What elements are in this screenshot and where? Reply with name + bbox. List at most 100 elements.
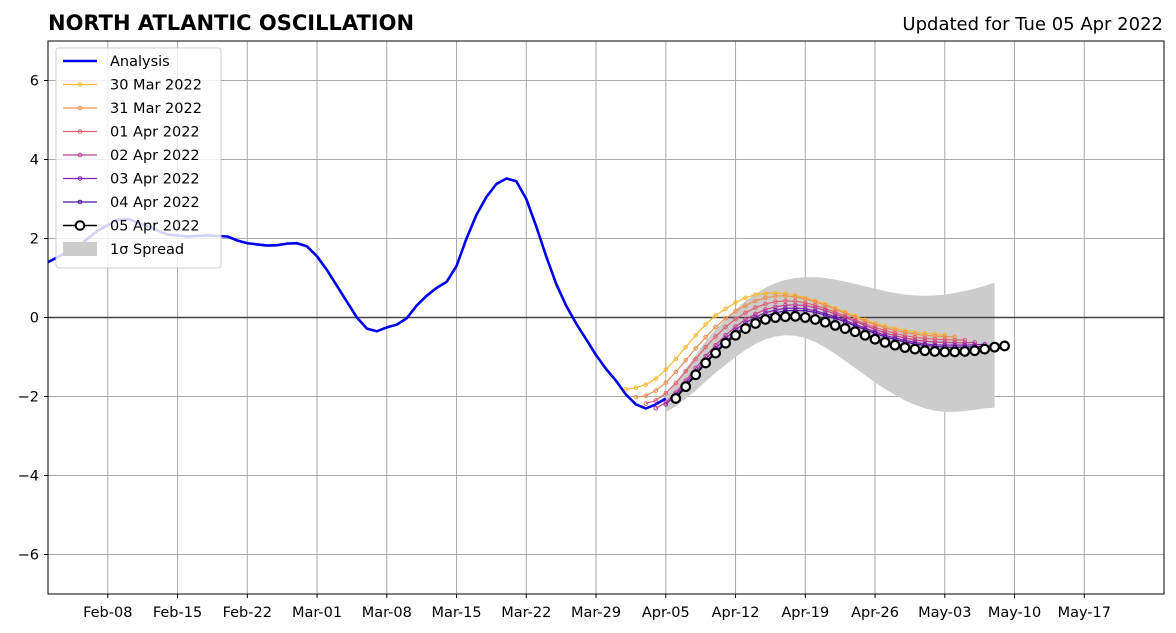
latest-forecast-point	[929, 346, 941, 357]
forecast-point	[912, 334, 918, 340]
latest-forecast-point	[939, 346, 951, 358]
latest-forecast-point	[989, 341, 1001, 353]
latest-forecast-point	[809, 314, 821, 325]
forecast-point	[932, 336, 938, 342]
forecast-point	[653, 398, 659, 403]
forecast-point	[832, 306, 838, 312]
latest-forecast-point	[769, 312, 781, 323]
legend-label: Analysis	[110, 54, 170, 70]
latest-forecast-point	[859, 329, 871, 341]
y-tick-label: −2	[18, 390, 39, 406]
x-tick-label: Mar-15	[431, 605, 481, 621]
latest-forecast-point	[730, 329, 741, 341]
latest-forecast-point	[829, 320, 841, 331]
forecast-point	[703, 344, 708, 350]
forecast-point	[713, 334, 718, 339]
forecast-point	[733, 300, 738, 305]
forecast-point	[753, 298, 758, 304]
latest-forecast-point	[839, 323, 851, 334]
forecast-point	[663, 402, 669, 407]
legend-label: 04 Apr 2022	[110, 195, 200, 211]
x-tick-label: Feb-08	[83, 605, 132, 621]
forecast-point	[653, 388, 659, 393]
forecast-point	[763, 295, 768, 301]
y-axis: −6 −4 −2 0 2 4 6	[18, 74, 48, 564]
latest-forecast-point	[869, 333, 881, 345]
forecast-point	[653, 406, 659, 411]
forecast-point	[743, 303, 748, 308]
legend-swatch-marker	[77, 82, 83, 87]
forecast-point	[922, 338, 928, 344]
forecast-point	[683, 357, 689, 363]
legend-label: 31 Mar 2022	[110, 101, 202, 117]
legend-swatch	[63, 242, 97, 256]
x-tick-label: Apr-05	[642, 605, 690, 621]
latest-forecast-point	[720, 337, 731, 349]
forecast-point	[703, 322, 708, 327]
forecast-point	[763, 301, 768, 307]
legend-item: 1σ Spread	[63, 242, 184, 258]
forecast-point	[932, 339, 938, 345]
forecast-point	[892, 328, 898, 333]
forecast-point	[663, 380, 669, 385]
legend-item: 03 Apr 2022	[63, 172, 200, 188]
latest-forecast-point	[779, 311, 791, 323]
forecast-31-mar-2022	[633, 293, 958, 400]
latest-forecast-point	[799, 312, 811, 323]
legend-box	[55, 47, 222, 269]
forecast-point	[783, 298, 788, 304]
latest-forecast-point	[889, 339, 901, 351]
latest-forecast-point	[999, 340, 1010, 352]
latest-forecast-point	[919, 345, 931, 357]
x-tick-label: Apr-26	[851, 605, 899, 621]
legend-item: 02 Apr 2022	[63, 148, 200, 164]
y-tick-label: −4	[18, 469, 39, 485]
legend-item: 30 Mar 2022	[63, 78, 202, 94]
forecast-point	[743, 310, 748, 316]
forecast-point	[733, 308, 738, 314]
latest-forecast-point	[710, 347, 722, 359]
legend-label: 30 Mar 2022	[110, 78, 202, 94]
legend-label: 02 Apr 2022	[110, 148, 200, 164]
legend-swatch-marker	[77, 129, 83, 134]
forecast-point	[703, 334, 708, 340]
legend-swatch-marker	[77, 152, 83, 158]
forecast-point	[723, 324, 728, 330]
forecast-point	[713, 324, 718, 330]
forecast-point	[693, 346, 698, 351]
forecast-point	[773, 293, 778, 299]
latest-forecast-point	[690, 369, 702, 381]
forecast-point	[623, 387, 629, 392]
legend-item: 01 Apr 2022	[63, 125, 200, 141]
legend-item: 04 Apr 2022	[63, 195, 200, 211]
analysis-series	[47, 177, 667, 410]
latest-forecast-point	[789, 310, 801, 322]
legend-swatch-marker	[77, 176, 83, 181]
legend-item: 05 Apr 2022	[63, 219, 200, 235]
forecast-point	[673, 356, 679, 362]
x-tick-label: Feb-15	[153, 605, 202, 621]
forecast-point	[693, 332, 698, 338]
forecast-point	[872, 322, 878, 327]
x-tick-label: Apr-19	[781, 605, 829, 621]
forecast-point	[862, 318, 868, 324]
forecast-point	[852, 319, 858, 324]
latest-forecast-point	[949, 346, 961, 358]
x-tick-label: May-03	[918, 605, 971, 621]
forecast-line	[655, 304, 975, 409]
legend-swatch-marker	[77, 105, 83, 111]
legend-label: 05 Apr 2022	[110, 219, 200, 235]
y-tick-label: −6	[18, 548, 39, 564]
forecast-point	[653, 376, 659, 382]
legend-item: Analysis	[63, 54, 170, 70]
x-tick-label: May-10	[988, 605, 1041, 621]
forecast-point	[862, 323, 868, 328]
forecast-point	[962, 337, 968, 343]
forecast-point	[633, 385, 639, 391]
forecast-point	[663, 391, 669, 396]
latest-forecast-series	[670, 310, 1010, 404]
x-tick-label: Mar-22	[501, 605, 551, 621]
latest-forecast-point	[959, 346, 971, 357]
latest-forecast-point	[670, 393, 682, 404]
x-tick-label: Feb-22	[223, 605, 272, 621]
